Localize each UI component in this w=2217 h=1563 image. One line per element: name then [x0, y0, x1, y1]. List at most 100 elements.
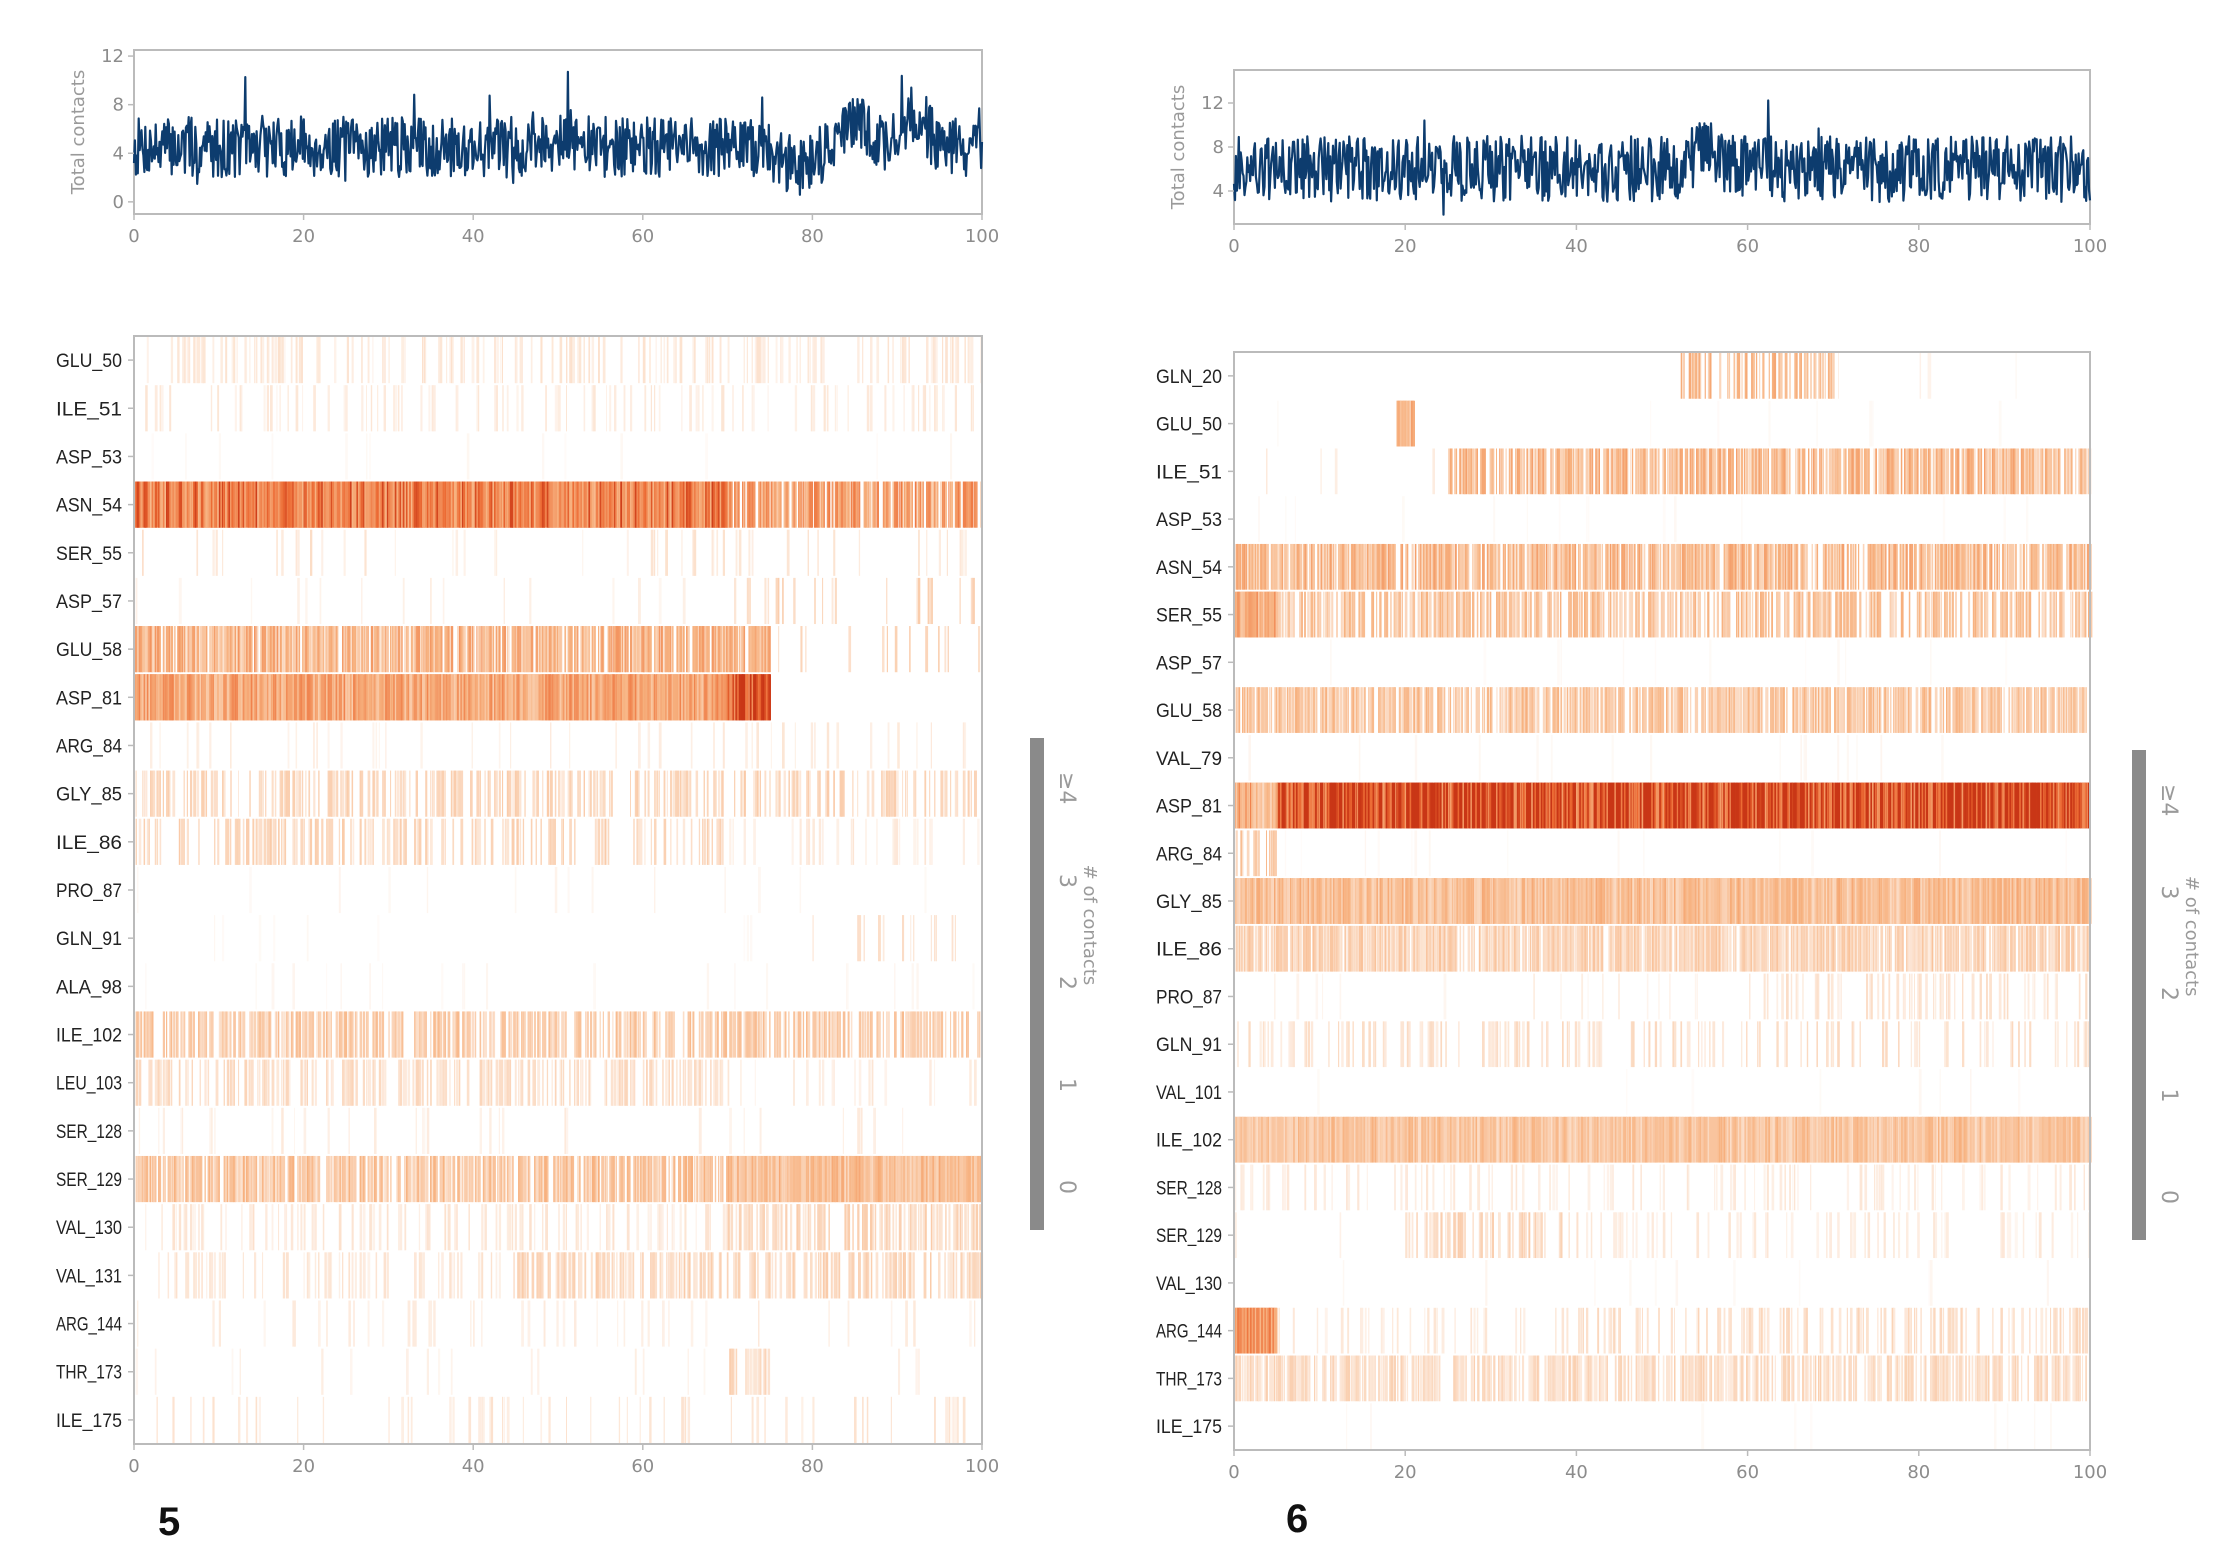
panel-number: 5: [158, 1500, 180, 1544]
heatmap-cell: [375, 770, 378, 817]
heatmap-cell: [359, 1252, 362, 1299]
heatmap-cell: [774, 1204, 777, 1251]
heatmap-cell: [1291, 591, 1293, 638]
heatmap-cell: [838, 1011, 840, 1058]
heatmap-cell: [630, 385, 633, 432]
heatmap-cell: [471, 1155, 474, 1203]
heatmap-cell: [404, 1059, 407, 1106]
heatmap-cell: [654, 529, 656, 576]
heatmap-cell: [180, 1107, 184, 1154]
heatmap-cell: [183, 1011, 186, 1058]
heatmap-cell: [471, 818, 474, 865]
heatmap-cell: [636, 674, 639, 721]
heatmap-cell: [490, 481, 494, 528]
heatmap-cell: [487, 481, 489, 528]
heatmap-cell: [356, 481, 358, 528]
heatmap-cell: [612, 1059, 614, 1106]
heatmap-cell: [1726, 591, 1728, 638]
heatmap-cell: [759, 1011, 762, 1058]
heatmap-cell: [527, 1011, 529, 1058]
heatmap-cell: [489, 770, 491, 817]
heatmap-cell: [929, 1059, 932, 1106]
heatmap-cell: [458, 626, 462, 673]
heatmap-cell: [268, 1059, 270, 1106]
heatmap-cell: [751, 1155, 754, 1203]
heatmap-cell: [430, 626, 432, 673]
heatmap-cell: [423, 1155, 426, 1203]
heatmap-cell: [186, 1252, 190, 1299]
heatmap-cell: [1842, 543, 1845, 590]
heatmap-cell: [513, 1252, 515, 1299]
heatmap-cell: [201, 770, 204, 817]
heatmap-cell: [1754, 543, 1757, 590]
heatmap-cell: [473, 626, 475, 673]
heatmap-cell: [428, 481, 430, 528]
heatmap-cell: [859, 1252, 861, 1299]
heatmap-cell: [730, 1396, 732, 1443]
heatmap-cell: [934, 770, 936, 817]
heatmap-cell: [694, 626, 697, 673]
heatmap-cell: [1518, 543, 1521, 590]
heatmap-cell: [433, 1300, 436, 1347]
heatmap-cell: [644, 626, 647, 673]
heatmap-cell: [879, 1204, 881, 1251]
heatmap-cell: [479, 770, 481, 817]
heatmap-cell: [185, 1204, 188, 1251]
heatmap-cell: [196, 337, 199, 384]
heatmap-cell: [754, 770, 757, 817]
heatmap-cell: [170, 481, 174, 528]
heatmap-cell: [1445, 543, 1448, 590]
heatmap-cell: [551, 481, 554, 528]
heatmap-cell: [335, 1155, 338, 1203]
heatmap-cell: [414, 1155, 416, 1203]
heatmap-cell: [767, 337, 769, 384]
heatmap-cell: [1555, 591, 1557, 638]
heatmap-cell: [1294, 496, 1296, 542]
heatmap-cell: [737, 1011, 740, 1058]
heatmap-cell: [1462, 448, 1465, 495]
heatmap-cell: [554, 626, 556, 673]
heatmap-cell: [1814, 543, 1816, 590]
heatmap-cell: [306, 481, 309, 528]
heatmap-cell: [391, 674, 393, 721]
heatmap-cell: [1589, 543, 1591, 590]
heatmap-cell: [1617, 448, 1620, 495]
heatmap-cell: [298, 337, 301, 384]
heatmap-cell: [562, 1252, 565, 1299]
heatmap-cell: [2024, 448, 2027, 495]
heatmap-cell: [1572, 591, 1575, 638]
heatmap-cell: [654, 818, 657, 865]
heatmap-cell: [135, 577, 138, 625]
heatmap-cell: [540, 674, 543, 721]
heatmap-cell: [1452, 591, 1454, 638]
heatmap-cell: [1710, 448, 1714, 495]
heatmap-cell: [241, 626, 244, 673]
heatmap-cell: [143, 481, 146, 528]
heatmap-cell: [1491, 543, 1495, 590]
heatmap-cell: [502, 337, 503, 384]
heatmap-cell: [951, 1155, 955, 1203]
heatmap-cell: [1704, 543, 1707, 590]
heatmap-cell: [534, 674, 536, 721]
heatmap-cell: [672, 1252, 675, 1299]
heatmap-cell: [799, 818, 802, 865]
heatmap-cell: [814, 722, 816, 769]
heatmap-cell: [382, 1011, 385, 1058]
heatmap-cell: [305, 626, 308, 673]
heatmap-cell: [631, 674, 634, 721]
heatmap-cell: [1270, 543, 1274, 590]
heatmap-cell: [138, 818, 142, 865]
heatmap-cell: [474, 481, 477, 528]
heatmap-cell: [193, 337, 196, 384]
heatmap-cell: [441, 770, 444, 817]
heatmap-cell: [718, 818, 721, 865]
heatmap-cell: [348, 1059, 350, 1106]
heatmap-cell: [702, 385, 704, 432]
heatmap-cell: [940, 1204, 943, 1251]
heatmap-cell: [794, 481, 797, 528]
heatmap-cell: [217, 481, 220, 528]
heatmap-cell: [570, 770, 573, 817]
heatmap-cell: [679, 674, 681, 721]
heatmap-cell: [626, 529, 629, 576]
heatmap-cell: [1947, 448, 1949, 495]
